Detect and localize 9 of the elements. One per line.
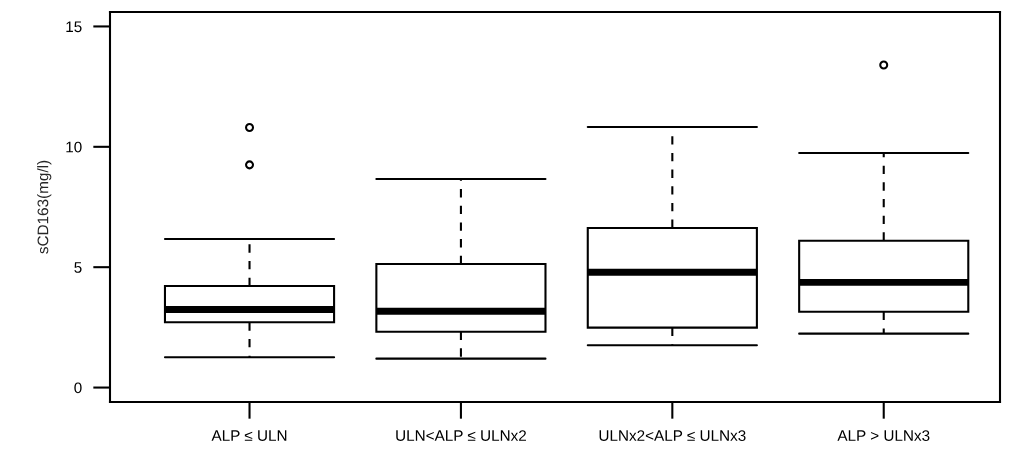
y-tick-label: 5 [74,262,82,273]
x-tick-label: ULNx2<ALP ≤ ULNx3 [599,430,746,441]
x-tick-label: ALP > ULNx3 [837,430,930,441]
x-tick-label: ULN<ALP ≤ ULNx2 [396,430,526,441]
x-tick-label: ALP ≤ ULN [211,430,287,441]
y-tick-label: 10 [66,141,82,153]
y-tick-label: 15 [66,21,82,33]
y-axis-title: sCD163(mg/l) [37,160,52,254]
y-tick-label: 0 [74,382,82,394]
